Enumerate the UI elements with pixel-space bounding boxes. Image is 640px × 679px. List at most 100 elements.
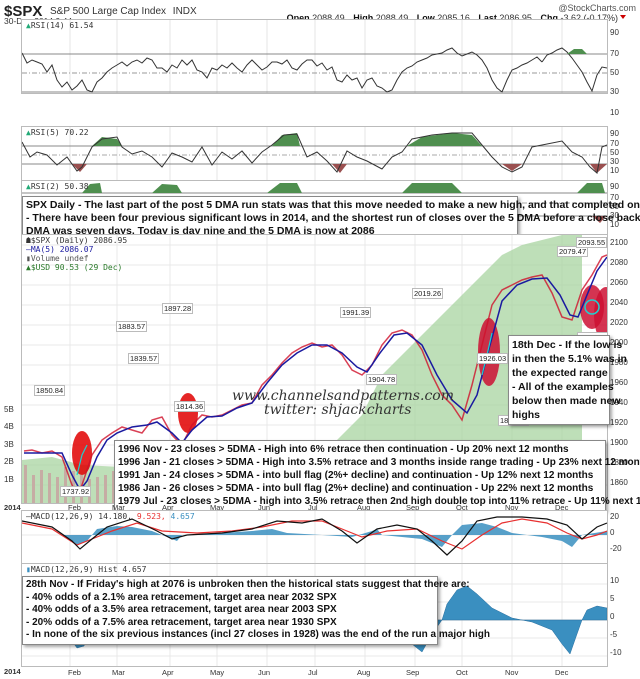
high-label: High (353, 13, 374, 23)
usd-label: ▲$USD 90.53 (29 Dec) (26, 263, 122, 272)
macd-tick: 0 (610, 528, 615, 537)
price-annotation: 1926.03 (477, 353, 509, 364)
rsi2-tick: 10 (610, 220, 619, 229)
rsi5-label: ▲RSI(5) 70.22 (26, 128, 89, 137)
watermark-twitter: twitter: shjackcharts (264, 402, 412, 418)
symbol: $SPX (4, 3, 43, 20)
note-history-line: 1986 Jan - 26 closes > 5DMA - into bull … (118, 483, 594, 494)
price-tick: 1940 (610, 398, 628, 407)
macd-hist-tick: -10 (610, 648, 622, 657)
note-nov28-line: - In none of the six previous instances … (26, 629, 490, 640)
open-value: 2088.49 (312, 13, 345, 23)
price-annotation: 2093.55 (576, 237, 607, 248)
macd-label-hist: 4.657 (170, 512, 195, 521)
price-annotation: 1991.39 (340, 307, 372, 318)
price-tick: 2000 (610, 338, 628, 347)
price-tick: 1920 (610, 418, 628, 427)
exchange: INDX (172, 6, 197, 17)
line-icon: — (26, 512, 31, 521)
rsi5-tick: 10 (610, 166, 619, 175)
month-label: Feb (68, 503, 81, 512)
bar-icon: ▮ (26, 254, 31, 263)
rsi5-tick: 30 (610, 157, 619, 166)
chg-label: Chg (540, 13, 558, 23)
macd-label-main: MACD(12,26,9) 14.180, (30, 512, 132, 521)
ma-label: —MA(5) 2086.07 (26, 245, 93, 254)
price-tick: 1900 (610, 438, 628, 447)
chg-value: -3.62 (-0.17%) (560, 13, 618, 23)
note-dec18-line: below then made new (512, 395, 621, 407)
note-top: SPX Daily - The last part of the post 5 … (22, 196, 640, 241)
note-history-line: 1996 Nov - 23 closes > 5DMA - High into … (118, 444, 569, 455)
note-top-line: - There have been four previous signific… (26, 212, 640, 224)
price-label-text: $SPX (Daily) 2086.95 (30, 236, 128, 245)
note-dec18-line: the expected range (512, 367, 608, 379)
note-top-line: SPX Daily - The last part of the post 5 … (26, 199, 640, 211)
month-label: Apr (162, 503, 174, 512)
index-name-text: S&P 500 Large Cap Index (50, 6, 167, 17)
volume-tick: 2B (4, 457, 14, 466)
rsi2-label-text: RSI(2) 50.38 (30, 182, 89, 191)
rsi2-tick: 50 (610, 202, 619, 211)
note-history-line: 1991 Jan - 24 closes > 5DMA - into bull … (118, 470, 594, 481)
rsi14-tick: 50 (610, 68, 619, 77)
price-tick: 2020 (610, 318, 628, 327)
macd-tick: -20 (610, 544, 622, 553)
rsi2-tick: 30 (610, 211, 619, 220)
month-label: Jul (308, 668, 318, 677)
month-label: Mar (112, 668, 125, 677)
price-plot (22, 235, 607, 503)
line-icon: — (26, 245, 31, 254)
macd-hist-tick: 5 (610, 594, 615, 603)
price-annotation: 1737.92 (60, 486, 92, 497)
month-label: Nov (505, 503, 519, 512)
price-annotation: 1814.36 (174, 401, 206, 412)
month-label: Apr (162, 668, 174, 677)
rsi5-label-text: RSI(5) 70.22 (30, 128, 89, 137)
ohlc-bar: Open 2088.49 High 2088.49 Low 2085.16 La… (287, 13, 618, 23)
rsi5-tick: 70 (610, 139, 619, 148)
month-label: Mar (112, 503, 125, 512)
macd-hist-label: ▮MACD(12,26,9) Hist 4.657 (26, 565, 146, 574)
price-tick: 2100 (610, 238, 628, 247)
price-tick: 1880 (610, 458, 628, 467)
rsi2-tick: 90 (610, 182, 619, 191)
note-dec18-line: - All of the examples (512, 381, 614, 393)
price-annotation: 1883.57 (116, 321, 148, 332)
rsi5-plot (22, 127, 607, 181)
month-label: 2014 (4, 503, 21, 512)
note-dec18-line: in then the 5.1% was in (512, 353, 627, 365)
rsi14-plot (22, 20, 607, 93)
price-annotation: 1850.84 (34, 385, 66, 396)
month-label: Aug (357, 503, 371, 512)
rsi14-tick: 70 (610, 49, 619, 58)
note-history-line: 1996 Jan - 21 closes > 5DMA - High into … (118, 457, 640, 468)
month-label: Nov (505, 668, 519, 677)
high-value: 2088.49 (375, 13, 409, 23)
price-tick: 2040 (610, 298, 628, 307)
rsi-icon: ▲ (26, 128, 31, 137)
rsi5-tick: 10 (610, 108, 619, 117)
volume-tick: 1B (4, 475, 14, 484)
macd-hist-label-text: MACD(12,26,9) Hist 4.657 (30, 565, 147, 574)
price-annotation: 1839.57 (128, 353, 160, 364)
month-label: Aug (357, 668, 371, 677)
rsi14-panel: ▲RSI(14) 61.54 (21, 19, 608, 94)
usd-label-text: $USD 90.53 (29 Dec) (30, 263, 123, 272)
note-nov28-line: - 40% odds of a 3.5% area retracement, t… (26, 604, 337, 615)
macd-label-signal: 9.523, (136, 512, 166, 521)
rsi5-tick: 50 (610, 148, 619, 157)
watermark-url: www.channelsandpatterns.com (232, 388, 454, 404)
price-annotation: 2079.47 (557, 246, 589, 257)
rsi14-label-text: RSI(14) 61.54 (30, 21, 94, 30)
index-name: S&P 500 Large Cap Index INDX (50, 6, 197, 17)
rsi5-panel: ▲RSI(5) 70.22 (21, 126, 608, 182)
note-nov28-line: - 40% odds of a 2.1% area retracement, t… (26, 591, 337, 603)
rsi14-tick: 90 (610, 28, 619, 37)
note-dec18-line: 18th Dec - If the low is (512, 339, 623, 351)
rsi2-tick: 70 (610, 193, 619, 202)
month-label: Oct (456, 668, 468, 677)
ma-label-text: MA(5) 2086.07 (30, 245, 94, 254)
month-label: May (210, 503, 225, 512)
macd-tick: 20 (610, 512, 619, 521)
